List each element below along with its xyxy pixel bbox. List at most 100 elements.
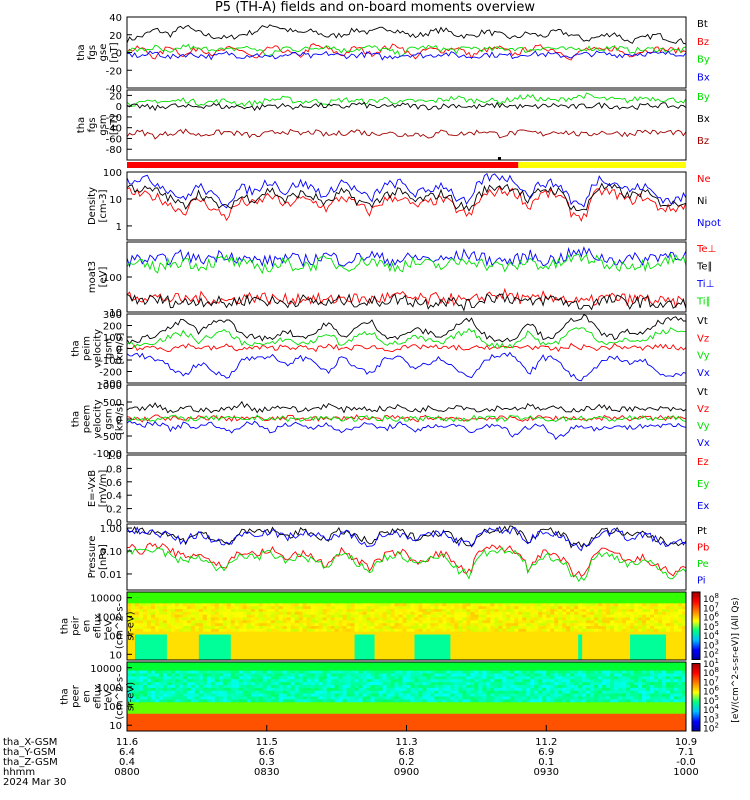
series-Vx bbox=[126, 420, 687, 441]
spectrogram-cell bbox=[270, 690, 276, 695]
spectrogram-cell bbox=[274, 592, 280, 596]
spectrogram-cell bbox=[394, 592, 400, 596]
spectrogram-cell bbox=[310, 713, 316, 718]
spectrogram-cell bbox=[134, 597, 140, 601]
spectrogram-cell bbox=[634, 603, 639, 607]
spectrogram-cell bbox=[314, 670, 320, 674]
spectrogram-cell bbox=[186, 687, 192, 692]
spectrogram-cell bbox=[442, 626, 447, 630]
spectrogram-cell bbox=[430, 654, 435, 658]
spectrogram-cell bbox=[218, 617, 224, 621]
spectrogram-cell bbox=[306, 682, 312, 686]
spectrogram-cell bbox=[670, 614, 675, 618]
spectrogram-cell bbox=[226, 690, 232, 695]
spectrogram-cell bbox=[638, 600, 643, 604]
spectrogram-cell bbox=[582, 631, 587, 635]
spectrogram-cell bbox=[134, 664, 140, 669]
spectrogram-cell bbox=[174, 606, 180, 610]
spectrogram-cell bbox=[202, 603, 208, 607]
spectrogram-cell bbox=[178, 708, 184, 712]
spectrogram-cell bbox=[186, 603, 192, 607]
spectrogram-cell bbox=[262, 620, 268, 624]
spectrogram-cell bbox=[634, 600, 639, 604]
spectrogram-cell bbox=[426, 628, 431, 633]
spectrogram-cell bbox=[134, 617, 140, 621]
spectrogram-cell bbox=[254, 713, 260, 718]
spectrogram-cell bbox=[422, 634, 427, 638]
spectrogram-cell bbox=[238, 628, 244, 633]
spectrogram-cell bbox=[158, 628, 164, 633]
legend-Npot: Npot bbox=[697, 218, 721, 229]
spectrogram-cell bbox=[338, 609, 344, 613]
spectrogram-cell bbox=[214, 611, 220, 616]
spectrogram-cell bbox=[158, 676, 164, 680]
spectrogram-cell bbox=[174, 637, 180, 641]
series-Ni bbox=[126, 182, 687, 212]
spectrogram-cell bbox=[202, 609, 208, 613]
spectrogram-cell bbox=[394, 606, 400, 610]
spectrogram-cell bbox=[138, 637, 144, 641]
spectrogram-cell bbox=[250, 710, 256, 715]
spectrogram-cell bbox=[230, 651, 236, 655]
spectrogram-cell bbox=[182, 699, 188, 703]
spectrogram-cell bbox=[502, 592, 507, 596]
spectrogram-cell bbox=[254, 728, 260, 732]
spectrogram-cell bbox=[482, 645, 487, 650]
spectrogram-cell bbox=[294, 603, 300, 607]
spectrogram-cell bbox=[438, 609, 443, 613]
spectrogram-cell bbox=[470, 606, 475, 610]
spectrogram-cell bbox=[190, 716, 196, 720]
panel-efield bbox=[126, 454, 687, 523]
spectrogram-cell bbox=[278, 705, 284, 709]
spectrogram-cell bbox=[170, 687, 176, 692]
spectrogram-cell bbox=[518, 609, 523, 613]
spectrogram-cell bbox=[418, 634, 423, 638]
spectrogram-cell bbox=[278, 651, 284, 655]
spectrogram-cell bbox=[206, 702, 212, 706]
spectrogram-cell bbox=[230, 716, 236, 720]
spectrogram-cell bbox=[198, 696, 204, 700]
spectrogram-cell bbox=[158, 685, 164, 689]
spectrogram-cell bbox=[250, 614, 256, 618]
spectrogram-cell bbox=[202, 685, 208, 689]
spectrogram-cell bbox=[190, 609, 196, 613]
spectrogram-cell bbox=[330, 643, 336, 647]
spectrogram-cell bbox=[466, 606, 471, 610]
spectrogram-cell bbox=[278, 626, 284, 630]
spectrogram-cell bbox=[306, 611, 312, 616]
spectrogram-cell bbox=[550, 592, 555, 596]
spectrogram-cell bbox=[226, 628, 232, 633]
spectrogram-cell bbox=[506, 592, 511, 596]
spectrogram-cell bbox=[158, 640, 164, 644]
spectrogram-cell bbox=[214, 728, 220, 732]
spectrogram-cell bbox=[226, 603, 232, 607]
spectrogram-cell bbox=[306, 620, 312, 624]
spectrogram-cell bbox=[378, 603, 384, 607]
spectrogram-cell bbox=[350, 651, 356, 655]
spectrogram-cell bbox=[278, 662, 284, 666]
spectrogram-cell bbox=[282, 594, 288, 599]
spectrogram-cell bbox=[150, 670, 156, 674]
spectrogram-cell bbox=[514, 657, 519, 661]
spectrogram-cell bbox=[127, 708, 132, 712]
spectrogram-cell bbox=[326, 693, 332, 697]
spectrogram-cell bbox=[530, 617, 535, 621]
spectrogram-cell bbox=[542, 651, 547, 655]
spectrogram-cell bbox=[362, 628, 368, 633]
spectrogram-cell bbox=[434, 634, 439, 638]
spectrogram-cell bbox=[238, 667, 244, 672]
spectrogram-cell bbox=[594, 617, 599, 621]
spectrogram-cell bbox=[206, 687, 212, 692]
spectrogram-cell bbox=[558, 597, 563, 601]
spectrogram-cell bbox=[302, 662, 308, 666]
spectrogram-cell bbox=[194, 643, 200, 647]
spectrogram-cell bbox=[538, 645, 543, 650]
y-axis-label: [cm-3] bbox=[98, 189, 109, 222]
spectrogram-cell bbox=[634, 648, 639, 652]
spectrogram-cell bbox=[242, 699, 248, 703]
spectrogram-cell bbox=[550, 609, 555, 613]
spectrogram-cell bbox=[234, 606, 240, 610]
spectrogram-cell bbox=[358, 705, 364, 709]
spectrogram-cell bbox=[446, 654, 451, 658]
spectrogram-cell bbox=[390, 654, 396, 658]
